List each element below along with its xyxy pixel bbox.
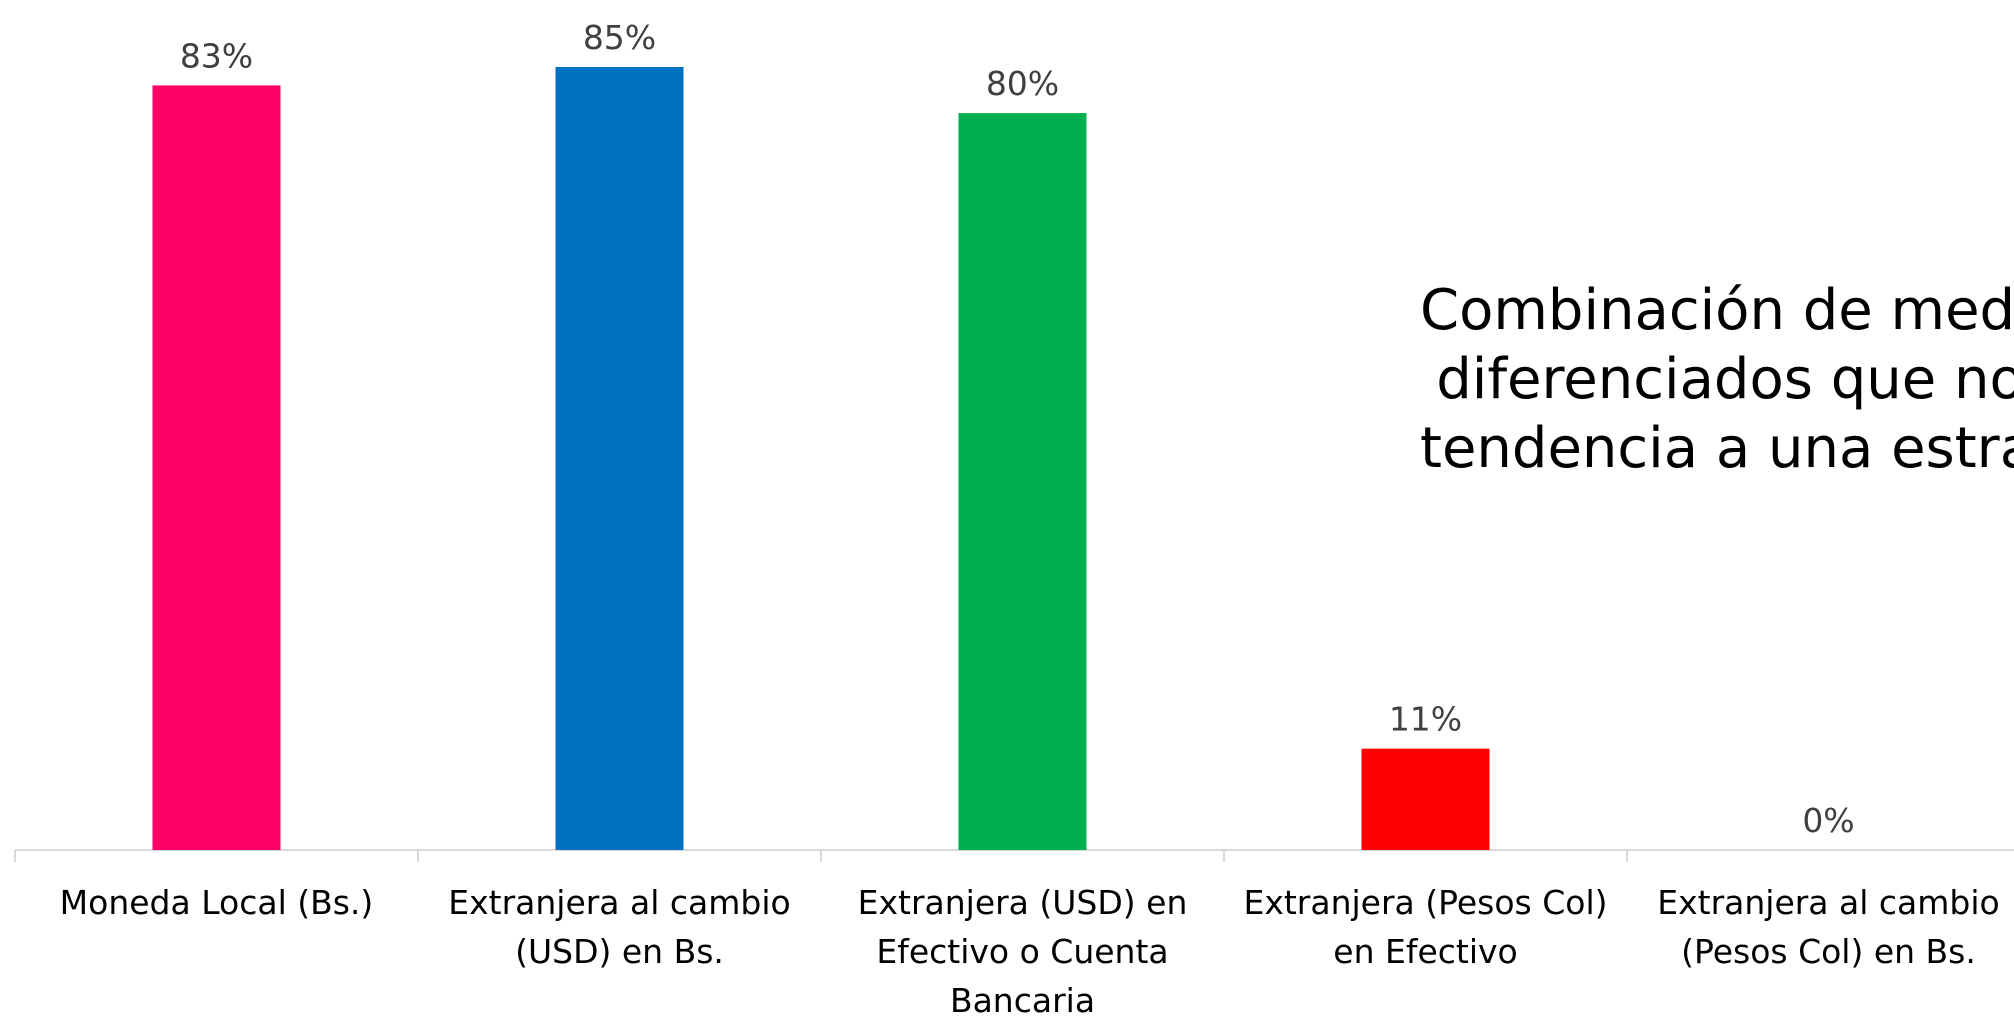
category-label-3: Extranjera (USD) en — [858, 883, 1188, 922]
data-label-3: 80% — [986, 64, 1059, 103]
category-label-5: Extranjera al cambio — [1657, 883, 1999, 922]
data-label-1: 83% — [180, 36, 253, 75]
annotation-line-3: tendencia a una estrat — [1420, 416, 2014, 481]
category-label-5: (Pesos Col) en Bs. — [1681, 932, 1976, 971]
category-label-2: (USD) en Bs. — [515, 932, 724, 971]
bar-4 — [1361, 748, 1490, 850]
category-label-3: Bancaria — [950, 981, 1095, 1017]
category-label-4: Extranjera (Pesos Col) — [1243, 883, 1607, 922]
annotation-line-1: Combinación de medio — [1420, 278, 2014, 343]
category-label-2: Extranjera al cambio — [448, 883, 790, 922]
data-label-5: 0% — [1802, 801, 1854, 840]
annotation-line-2: diferenciados que no — [1436, 347, 2014, 412]
bar-3 — [958, 113, 1087, 850]
data-label-2: 85% — [583, 18, 656, 57]
chart-annotation: Combinación de medio diferenciados que n… — [1420, 276, 2014, 483]
bar-1 — [152, 85, 281, 851]
category-label-3: Efectivo o Cuenta — [876, 932, 1168, 971]
category-label-1: Moneda Local (Bs.) — [60, 883, 374, 922]
bar-2 — [555, 67, 684, 850]
data-label-4: 11% — [1389, 700, 1462, 739]
category-label-4: en Efectivo — [1333, 932, 1517, 971]
